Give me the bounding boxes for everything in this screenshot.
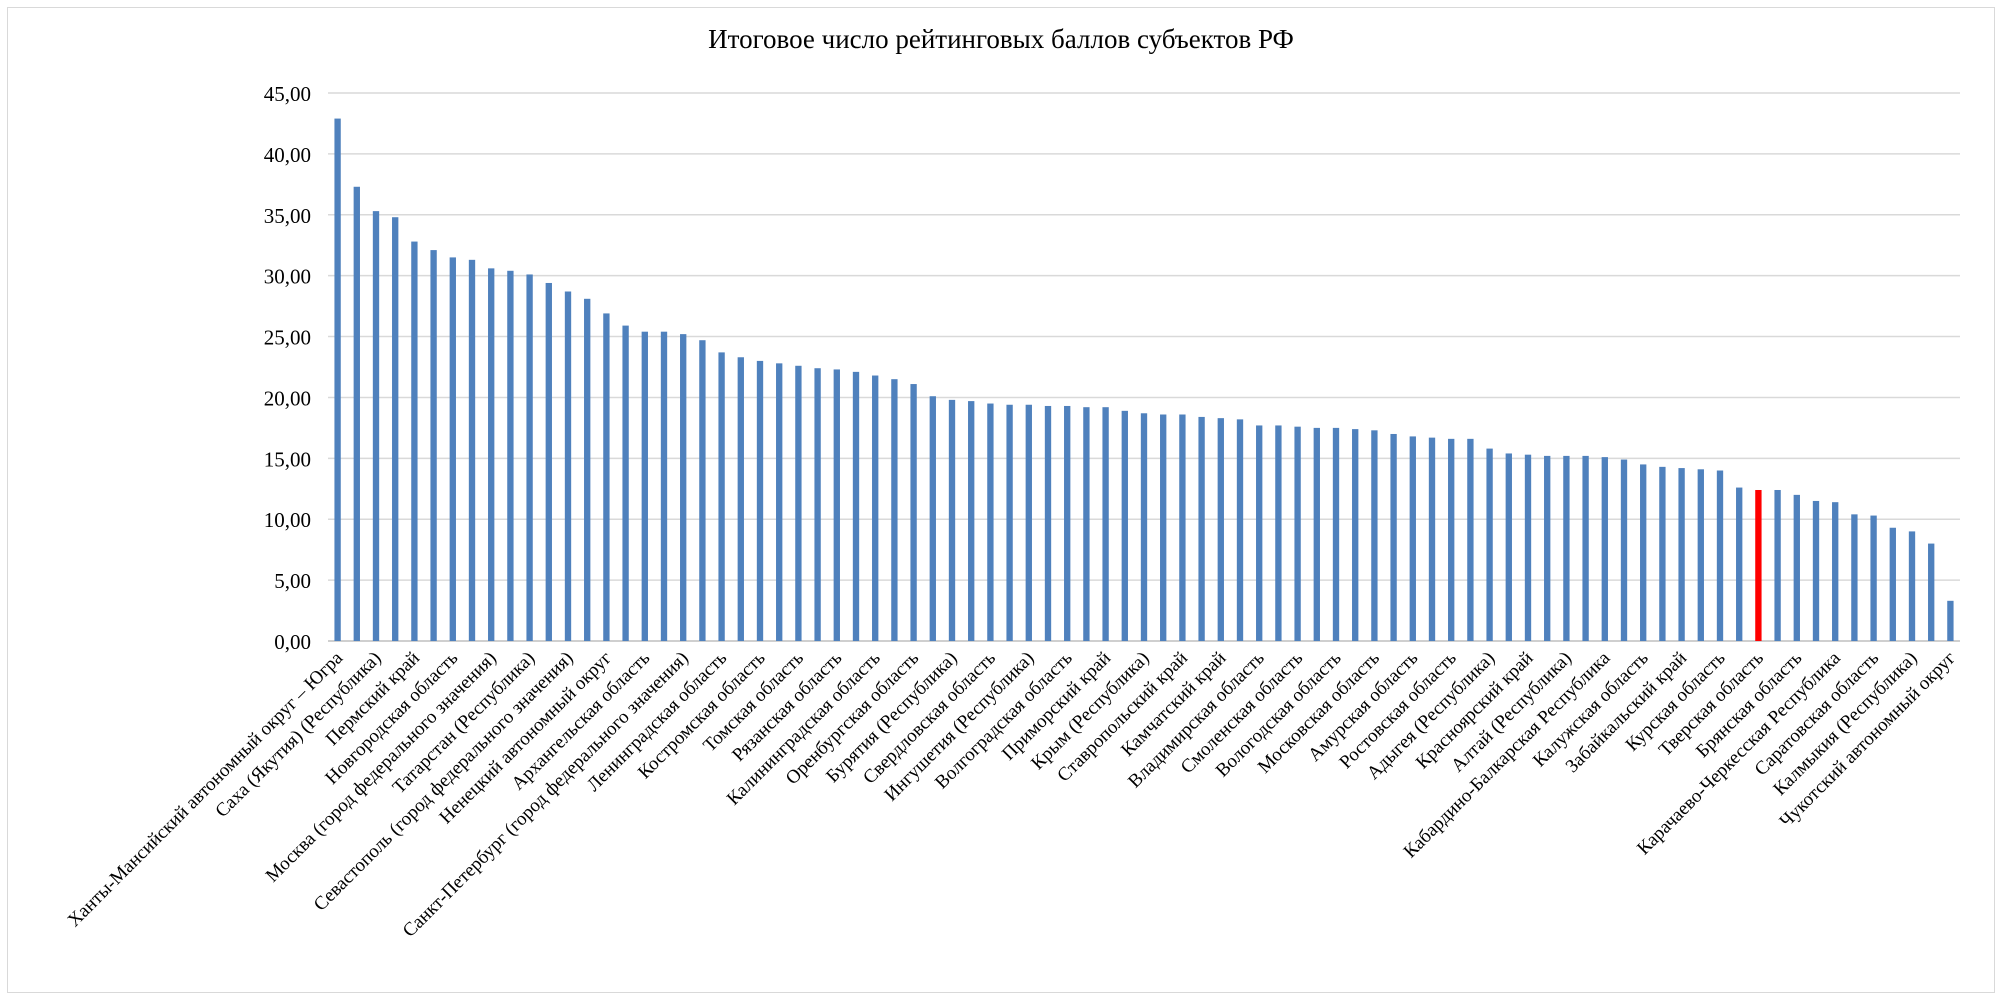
- bar: [1179, 414, 1186, 641]
- bar: [718, 352, 725, 641]
- bar: [1448, 438, 1455, 641]
- bar: [641, 331, 648, 641]
- bar: [564, 291, 572, 641]
- bar: [680, 334, 687, 641]
- y-tick-label: 30,00: [264, 265, 311, 289]
- bar: [1659, 466, 1666, 641]
- bar: [795, 365, 802, 641]
- y-tick-label: 20,00: [264, 386, 311, 410]
- bar: [1352, 429, 1359, 641]
- y-tick-label: 15,00: [264, 447, 311, 471]
- bar: [1851, 514, 1858, 641]
- bar: [353, 186, 360, 641]
- bar: [776, 363, 783, 641]
- y-tick-label: 10,00: [264, 508, 311, 532]
- bar: [1812, 500, 1820, 641]
- bar: [910, 384, 917, 641]
- bar: [1160, 414, 1167, 641]
- bar: [891, 379, 898, 641]
- bar: [622, 325, 629, 641]
- bar: [1908, 531, 1916, 641]
- bar: [1467, 438, 1474, 641]
- bar: [1236, 419, 1244, 641]
- bar: [1140, 413, 1148, 641]
- bar: [1832, 502, 1839, 641]
- bar: [1409, 436, 1416, 641]
- chart-title: Итоговое число рейтинговых баллов субъек…: [708, 24, 1294, 54]
- bar: [584, 298, 591, 641]
- bar: [1697, 469, 1704, 641]
- bar: [1044, 405, 1052, 641]
- bar: [1486, 448, 1493, 641]
- bar-highlighted: [1755, 489, 1762, 641]
- bar: [603, 313, 610, 641]
- bar: [1620, 459, 1628, 641]
- bar: [1582, 455, 1589, 641]
- bar: [1524, 454, 1532, 641]
- bar: [1121, 410, 1128, 641]
- y-tick-label: 5,00: [274, 569, 311, 593]
- y-tick-label: 35,00: [264, 204, 311, 228]
- bar: [1256, 425, 1263, 641]
- bar: [372, 211, 380, 641]
- bar: [660, 331, 668, 641]
- y-tick-label: 0,00: [274, 630, 311, 654]
- bar: [488, 268, 495, 641]
- bar: [929, 396, 936, 641]
- bar: [1217, 418, 1224, 641]
- y-tick-label: 40,00: [264, 143, 311, 167]
- bar: [449, 257, 456, 641]
- bar: [1313, 427, 1320, 641]
- bar: [507, 270, 514, 641]
- bar: [1006, 404, 1013, 641]
- bar: [1198, 416, 1205, 641]
- bar: [1563, 455, 1570, 641]
- bar: [833, 369, 840, 641]
- bar: [1928, 543, 1935, 641]
- bar: [1083, 407, 1090, 641]
- bar: [1025, 404, 1032, 641]
- bar: [1774, 489, 1781, 641]
- bar: [526, 274, 533, 641]
- bar: [1947, 600, 1954, 641]
- bar: [545, 282, 552, 641]
- bar: [1294, 426, 1301, 641]
- bar: [1793, 494, 1800, 641]
- bar: [1736, 487, 1743, 641]
- bar: [852, 371, 860, 641]
- bar: [430, 250, 437, 642]
- bar: [737, 357, 744, 641]
- bar: [814, 368, 821, 641]
- bar: [1064, 405, 1071, 641]
- bar: [756, 360, 764, 641]
- bar: [1102, 407, 1109, 641]
- y-tick-label: 25,00: [264, 326, 311, 350]
- bar: [987, 403, 994, 641]
- bar: [468, 259, 476, 641]
- bar: [1601, 457, 1608, 641]
- x-category-label: Ханты-Мансийский автономный округ – Югра: [64, 647, 348, 931]
- bar: [1371, 430, 1378, 641]
- bar: [699, 340, 706, 641]
- bar: [1544, 455, 1551, 641]
- bar: [334, 118, 341, 641]
- bar: [1428, 437, 1436, 641]
- bar: [872, 375, 879, 641]
- bar: [1390, 433, 1397, 641]
- bar: [968, 401, 975, 641]
- bar: [948, 399, 956, 641]
- bar: [1678, 468, 1685, 641]
- bar: [1505, 453, 1512, 641]
- y-tick-label: 45,00: [264, 82, 311, 106]
- bar: [411, 241, 418, 641]
- bar: [1275, 425, 1282, 641]
- bar: [1332, 427, 1340, 641]
- bar: [1716, 470, 1724, 641]
- bar: [1870, 515, 1877, 641]
- bar: [1640, 464, 1647, 641]
- bar: [1889, 527, 1896, 641]
- bar: [392, 217, 399, 642]
